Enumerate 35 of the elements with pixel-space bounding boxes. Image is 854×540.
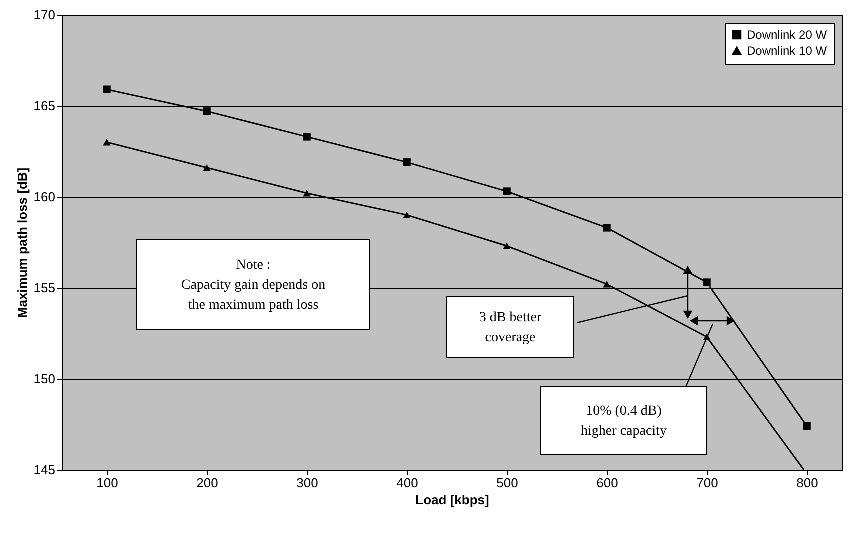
x-tick-label: 500 [496, 476, 518, 490]
y-tick-label: 165 [34, 98, 56, 114]
x-tick-label: 200 [196, 476, 218, 490]
point [703, 278, 711, 286]
point [603, 281, 611, 288]
y-tick-label: 155 [34, 280, 56, 296]
y-tick-label: 160 [34, 190, 56, 204]
x-tick-label: 300 [296, 476, 318, 490]
y-axis-title: Maximum path loss [dB] [14, 168, 30, 318]
legend-label: Downlink 10 W [747, 44, 828, 58]
point [403, 158, 411, 166]
x-tick-label: 600 [596, 476, 618, 490]
point [503, 188, 511, 196]
y-tick-label: 170 [34, 8, 56, 22]
x-tick-label: 700 [696, 476, 718, 490]
point [103, 86, 111, 94]
point [103, 139, 111, 146]
x-tick-label: 800 [796, 476, 818, 490]
point [303, 190, 311, 197]
x-axis-title: Load [kbps] [416, 492, 490, 508]
x-tick-label: 400 [396, 476, 418, 490]
point [203, 108, 211, 116]
annotation: 10% (0.4 dB) higher capacity [581, 404, 667, 439]
y-tick-label: 145 [34, 462, 56, 478]
point [803, 422, 811, 430]
point [603, 224, 611, 232]
point [203, 164, 211, 172]
annotation: 3 dB better coverage [479, 310, 542, 346]
point [403, 212, 411, 219]
legend-label: Downlink 20 W [747, 28, 828, 42]
point [303, 133, 311, 141]
point [503, 242, 511, 250]
x-tick-label: 100 [96, 476, 118, 490]
y-tick-label: 150 [34, 372, 56, 386]
annotation: Note : Capacity gain depends on the maximum path loss [181, 258, 326, 313]
